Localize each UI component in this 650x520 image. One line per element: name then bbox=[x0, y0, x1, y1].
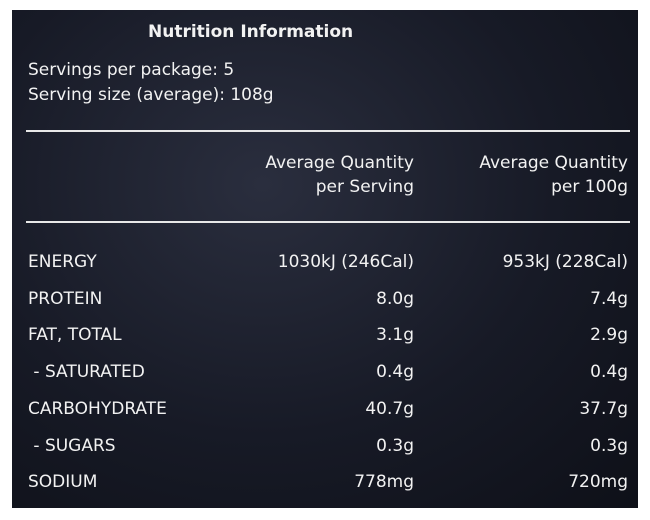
row-label: CARBOHYDRATE bbox=[28, 398, 167, 419]
nutrition-panel: Nutrition Information Servings per packa… bbox=[12, 10, 638, 508]
rule bbox=[26, 221, 630, 223]
cell-value: 8.0g bbox=[376, 288, 414, 309]
column-header: per Serving bbox=[315, 177, 414, 197]
row-label: ENERGY bbox=[28, 252, 97, 272]
servings-line: Serving size (average): 108g bbox=[28, 85, 274, 105]
cell-value: 1030kJ (246Cal) bbox=[277, 252, 414, 272]
title: Nutrition Information bbox=[148, 22, 354, 42]
column-header: per 100g bbox=[551, 177, 628, 197]
servings-line: Servings per package: 5 bbox=[28, 60, 235, 80]
row-label: FAT, TOTAL bbox=[28, 325, 122, 346]
row-label: PROTEIN bbox=[28, 288, 103, 309]
rule bbox=[26, 130, 630, 132]
cell-value: 0.3g bbox=[590, 435, 628, 456]
cell-value: 778mg bbox=[354, 472, 414, 493]
cell-value: 0.3g bbox=[376, 435, 414, 456]
row-label: - SATURATED bbox=[28, 362, 145, 383]
column-header: Average Quantity bbox=[265, 153, 414, 173]
cell-value: 7.4g bbox=[590, 288, 628, 309]
cell-value: 37.7g bbox=[579, 398, 628, 419]
cell-value: 3.1g bbox=[376, 325, 414, 346]
cell-value: 0.4g bbox=[376, 362, 414, 383]
cell-value: 2.9g bbox=[590, 325, 628, 346]
row-label: - SUGARS bbox=[28, 435, 116, 456]
cell-value: 40.7g bbox=[365, 398, 414, 419]
cell-value: 0.4g bbox=[590, 362, 628, 383]
column-header: Average Quantity bbox=[479, 153, 628, 173]
cell-value: 953kJ (228Cal) bbox=[502, 252, 628, 272]
row-label: SODIUM bbox=[28, 472, 98, 493]
cell-value: 720mg bbox=[568, 472, 628, 493]
